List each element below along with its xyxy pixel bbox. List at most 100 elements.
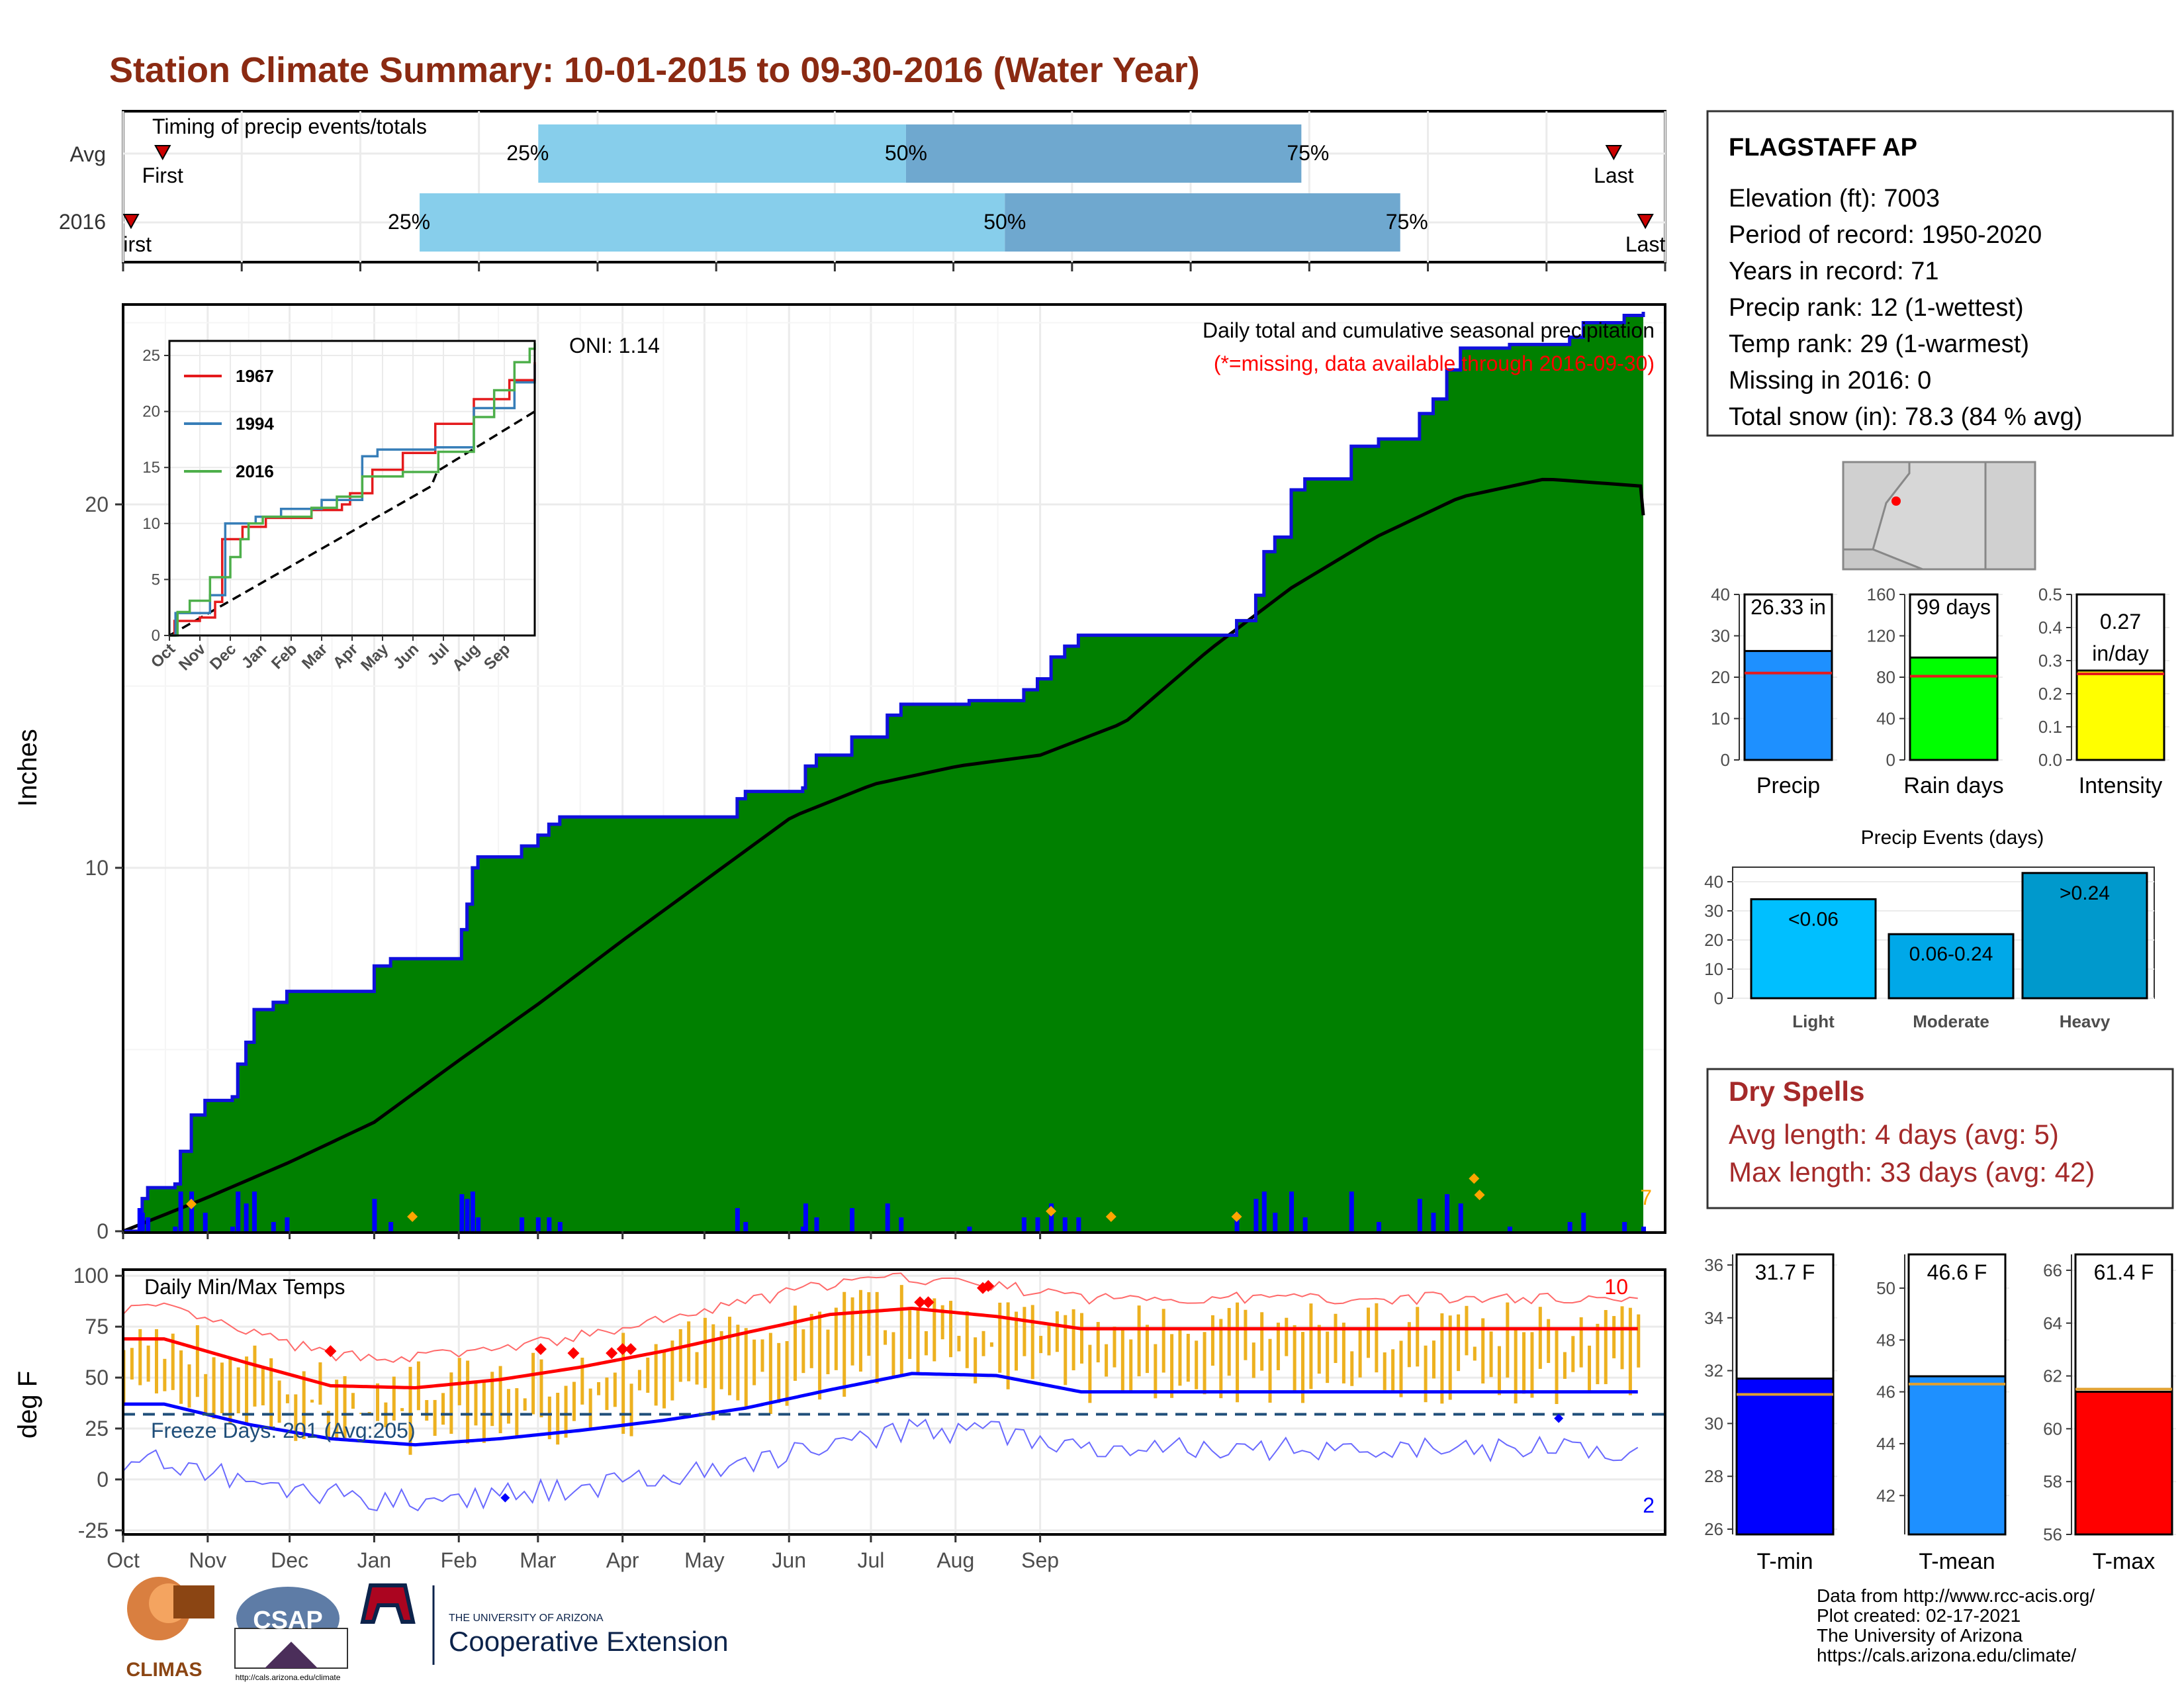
summary-value-text: 99 days [1917, 595, 1991, 619]
daily-precip-bar [1261, 1192, 1267, 1231]
daily-temp-bar [433, 1399, 437, 1436]
timing-bar-early [420, 193, 1005, 252]
daily-temp-bar [597, 1382, 601, 1395]
daily-temp-bar [842, 1291, 846, 1397]
temp-summary-bar-t-max [2074, 1391, 2173, 1536]
daily-temp-bar [1620, 1306, 1624, 1370]
daily-temp-bar [605, 1377, 609, 1411]
daily-temp-bar [1178, 1330, 1182, 1386]
summary-y-tick: 20 [1711, 667, 1730, 687]
summary-y-tick: 40 [1876, 709, 1895, 729]
daily-temp-bar [425, 1400, 429, 1421]
daily-precip-bar [885, 1203, 890, 1231]
daily-temp-bar [1161, 1309, 1165, 1373]
daily-temp-bar [949, 1301, 953, 1358]
inset-series-2016 [169, 343, 536, 637]
daily-precip-bar [146, 1217, 151, 1231]
record-high-marker [606, 1347, 618, 1360]
temp-summary-y-tick: 44 [1876, 1434, 1895, 1454]
normal-precip-line [122, 477, 1645, 1233]
temp-y-tick: 25 [85, 1417, 109, 1440]
daily-precip-bar [1641, 1227, 1647, 1231]
month-tick-label: Oct [107, 1548, 140, 1572]
daily-temp-bar [818, 1311, 822, 1400]
daily-temp-bar [146, 1345, 150, 1382]
daily-precip-bar [520, 1217, 525, 1231]
inset-y-tick: 0 [152, 627, 160, 645]
daily-temp-bar [547, 1396, 551, 1440]
precip-panel: 0 10 20 Daily total and cumulative seasona… [13, 303, 1666, 1243]
daily-temp-bar [728, 1317, 732, 1395]
ua-small-text: THE UNIVERSITY OF ARIZONA [449, 1613, 604, 1624]
daily-temp-bar [670, 1340, 674, 1401]
daily-temp-bar [1366, 1307, 1370, 1358]
daily-temp-bar [1432, 1340, 1435, 1379]
freeze-days-label: Freeze Days: 201 (Avg:205) [151, 1419, 416, 1442]
daily-temp-bar [449, 1372, 453, 1434]
daily-precip-bar [251, 1192, 257, 1231]
daily-temp-bar [474, 1382, 478, 1426]
precip-surplus-area [123, 311, 1644, 1232]
timing-row-label-avg: Avg [69, 142, 106, 166]
daily-precip-bar [459, 1194, 465, 1231]
temp-y-tick: 50 [85, 1366, 109, 1389]
daily-temp-bar [1522, 1332, 1526, 1394]
daily-temp-bar [744, 1328, 748, 1409]
daily-temp-bar [1039, 1336, 1043, 1354]
daily-temp-bar [760, 1339, 764, 1372]
daily-temp-bar [138, 1329, 142, 1385]
summary-y-tick: 0 [1721, 750, 1730, 770]
inset-y-tick: 5 [152, 571, 160, 588]
daily-temp-bar [899, 1285, 903, 1375]
timing-label-50: 50% [983, 210, 1026, 234]
daily-temp-bar [212, 1357, 216, 1419]
daily-temp-bar [1375, 1303, 1379, 1373]
daily-temp-bar [875, 1291, 879, 1384]
daily-temp-bar [1628, 1307, 1632, 1395]
daily-temp-bar [1064, 1315, 1068, 1385]
daily-temp-bar [1047, 1324, 1051, 1356]
daily-temp-bar [163, 1358, 167, 1391]
footer-line: Plot created: 02-17-2021 [1817, 1605, 2021, 1626]
daily-temp-bar [703, 1317, 707, 1388]
inset-legend-label: 2016 [236, 461, 274, 481]
csap-logo: CSAP http://cals.arizona.edu/climate [234, 1587, 348, 1682]
temp-title: Daily Min/Max Temps [144, 1275, 345, 1299]
daily-temp-bar [277, 1380, 281, 1423]
timing-label-75: 75% [1287, 141, 1329, 165]
station-info-line: Elevation (ft): 7003 [1729, 185, 1940, 212]
daily-temp-bar [572, 1382, 576, 1421]
daily-temp-bar [171, 1333, 175, 1390]
daily-temp-bar [1579, 1317, 1583, 1368]
record-low-marker [500, 1493, 510, 1503]
daily-temp-bar [687, 1321, 691, 1382]
daily-precip-bar [1076, 1217, 1081, 1231]
daily-temp-bar [245, 1356, 249, 1425]
daily-temp-bar [884, 1330, 887, 1345]
precip-count-label: 7 [1640, 1186, 1652, 1209]
avg-tmin-line [123, 1372, 1638, 1447]
daily-precip-bar [803, 1203, 808, 1231]
event-bar-light [1750, 898, 1877, 1000]
snow-marker [1046, 1205, 1057, 1217]
summary-bar-charts: 0 10 20 30 40 26.33 in Precip 0 40 80 120 160 99 day… [1711, 585, 2169, 798]
daily-precip-bar [1289, 1192, 1295, 1231]
temp-summary-y-tick: 56 [2043, 1524, 2062, 1544]
event-bar-tag: <0.06 [1788, 908, 1839, 930]
daily-temp-bar [736, 1325, 740, 1401]
ua-logo: THE UNIVERSITY OF ARIZONA Cooperative Ex… [360, 1583, 729, 1665]
daily-temp-bar [482, 1382, 486, 1443]
daily-temp-bar [850, 1297, 854, 1366]
hot-count-label: 10 [1604, 1275, 1628, 1299]
daily-precip-bar [230, 1227, 235, 1231]
daily-precip-bar [137, 1208, 142, 1231]
dry-spells-max: Max length: 33 days (avg: 42) [1729, 1156, 2095, 1188]
daily-temp-bar [1358, 1328, 1362, 1378]
daily-temp-bar [376, 1383, 380, 1421]
event-bar-tag: >0.24 [2060, 882, 2110, 904]
daily-precip-bar [465, 1199, 470, 1231]
precip-y-axis-label: Inches [13, 729, 42, 807]
daily-temp-bar [1604, 1310, 1608, 1384]
daily-temp-bar [1588, 1345, 1592, 1391]
